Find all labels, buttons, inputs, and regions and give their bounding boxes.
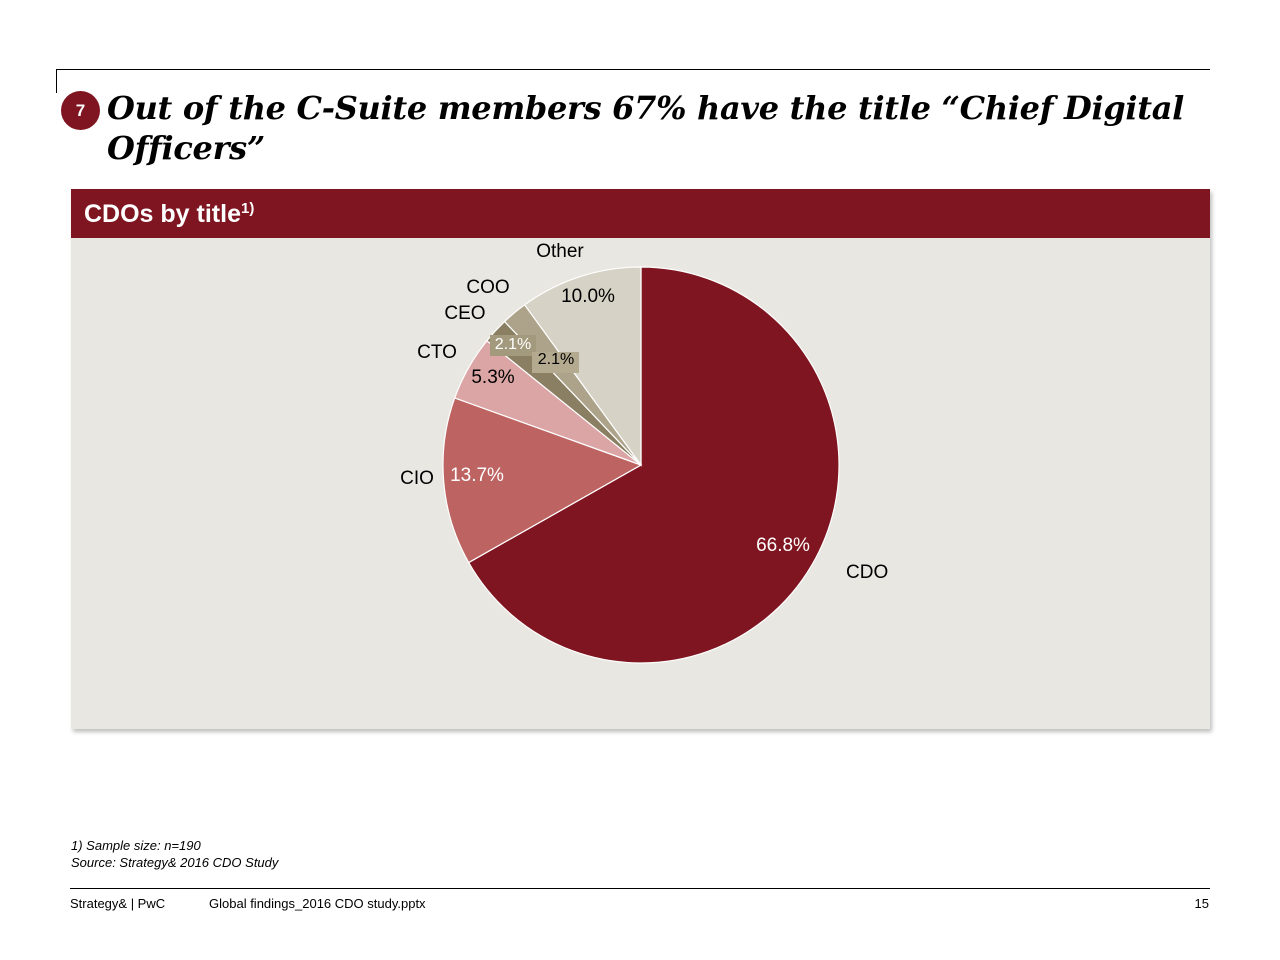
- value-label-cio: 13.7%: [450, 465, 504, 486]
- footnote-source: Source: Strategy& 2016 CDO Study: [71, 855, 279, 870]
- category-label-ceo: CEO: [444, 303, 485, 324]
- value-label-box-coo: [532, 352, 579, 373]
- value-label-box-ceo: [490, 335, 536, 356]
- value-label-other: 10.0%: [561, 286, 615, 307]
- pie-slice-cdo: [467, 266, 840, 664]
- category-label-other: Other: [536, 241, 584, 262]
- pie-chart: 66.8% CDO 13.7% CIO 5.3% CTO 2.1% CEO 2.1% COO 10.…: [400, 241, 888, 664]
- top-tick: [56, 69, 57, 93]
- value-label-coo: 2.1%: [538, 351, 574, 368]
- category-label-cdo: CDO: [846, 562, 888, 583]
- footer-rule: [70, 888, 1210, 889]
- chart-panel-title-footnote-ref: 1): [240, 200, 255, 217]
- pie-slice-cio: [442, 397, 643, 564]
- slide-number-badge: 7: [61, 91, 100, 130]
- top-rule: [56, 69, 1210, 70]
- value-label-cto: 5.3%: [471, 367, 514, 388]
- chart-panel-title: CDOs by title1): [84, 200, 254, 229]
- chart-panel-header: CDOs by title1): [71, 189, 1210, 238]
- value-label-cdo: 66.8%: [756, 535, 810, 556]
- value-label-ceo: 2.1%: [495, 336, 531, 353]
- slide-headline: Out of the C-Suite members 67% have the …: [107, 89, 1185, 167]
- footer-page-number: 15: [1194, 896, 1209, 911]
- footer-brand: Strategy& | PwC: [70, 896, 166, 911]
- slide-number: 7: [75, 100, 86, 120]
- category-label-cto: CTO: [417, 342, 457, 363]
- chart-panel-title-text: CDOs by title: [84, 200, 241, 228]
- footer-filename: Global findings_2016 CDO study.pptx: [209, 896, 426, 911]
- footnote-sample-size: 1) Sample size: n=190: [71, 838, 201, 853]
- pie-slice-other: [523, 266, 642, 467]
- category-label-cio: CIO: [400, 468, 434, 489]
- chart-panel: CDOs by title1) 66.8% CDO 13.7% CIO 5.3% CTO 2…: [71, 189, 1210, 729]
- category-label-coo: COO: [466, 277, 509, 298]
